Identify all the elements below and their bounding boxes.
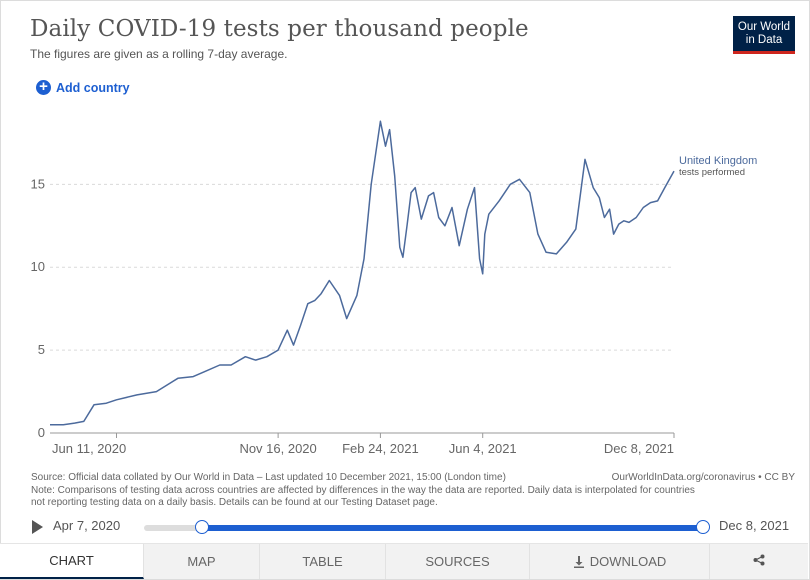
tab-table[interactable]: TABLE — [260, 544, 386, 579]
line-chart: 0 5 10 15 Jun 11, 2020 Nov 16, 2020 Feb 24, 20… — [31, 120, 757, 456]
add-country-label: Add country — [56, 80, 130, 95]
owid-logo[interactable]: Our World in Data — [733, 16, 795, 54]
y-tick-label: 15 — [31, 176, 45, 191]
tab-bar: CHART MAP TABLE SOURCES DOWNLOAD — [0, 543, 808, 579]
logo-accent-bar — [733, 51, 795, 54]
timeline-start-handle[interactable] — [195, 520, 209, 534]
download-icon — [573, 555, 585, 568]
note-line-1: Note: Comparisons of testing data across… — [31, 485, 695, 496]
timeline-end-handle[interactable] — [696, 520, 710, 534]
timeline-start-label: Apr 7, 2020 — [53, 518, 121, 533]
timeline-end-label: Dec 8, 2021 — [719, 518, 790, 533]
timeline-track[interactable] — [144, 520, 710, 534]
logo-line2: in Data — [745, 34, 783, 46]
timeline: Apr 7, 2020 Dec 8, 2021 — [0, 515, 810, 541]
share-button[interactable] — [710, 544, 808, 579]
x-tick-label: Dec 8, 2021 — [604, 441, 674, 456]
series-line-united-kingdom — [50, 120, 675, 426]
timeline-range-fill — [199, 525, 703, 531]
y-tick-label: 5 — [38, 342, 45, 357]
x-tick-label: Nov 16, 2020 — [239, 441, 316, 456]
chart-title: Daily COVID-19 tests per thousand people — [30, 16, 529, 42]
tab-map[interactable]: MAP — [144, 544, 260, 579]
tab-chart[interactable]: CHART — [0, 544, 144, 579]
tab-download[interactable]: DOWNLOAD — [530, 544, 710, 579]
tab-download-label: DOWNLOAD — [589, 554, 667, 569]
note-line-2: not reporting testing data on a daily ba… — [31, 497, 438, 508]
series-label-sublabel: tests performed — [679, 167, 745, 178]
share-icon — [753, 554, 765, 569]
tab-sources[interactable]: SOURCES — [386, 544, 530, 579]
play-icon[interactable] — [32, 520, 43, 534]
x-tick-label: Feb 24, 2021 — [342, 441, 419, 456]
source-url[interactable]: OurWorldInData.org/coronavirus • CC BY — [611, 472, 795, 483]
chart-subtitle: The figures are given as a rolling 7-day… — [30, 47, 288, 61]
source-text: Source: Official data collated by Our Wo… — [31, 472, 506, 483]
add-country-button[interactable]: + Add country — [36, 79, 130, 95]
y-tick-label: 0 — [38, 425, 45, 440]
plus-circle-icon: + — [36, 79, 51, 95]
logo-line1: Our World — [737, 21, 791, 33]
x-tick-label: Jun 4, 2021 — [449, 441, 517, 456]
series-label-name: United Kingdom — [679, 155, 757, 167]
x-tick-label: Jun 11, 2020 — [52, 441, 126, 456]
y-tick-label: 10 — [31, 259, 45, 274]
